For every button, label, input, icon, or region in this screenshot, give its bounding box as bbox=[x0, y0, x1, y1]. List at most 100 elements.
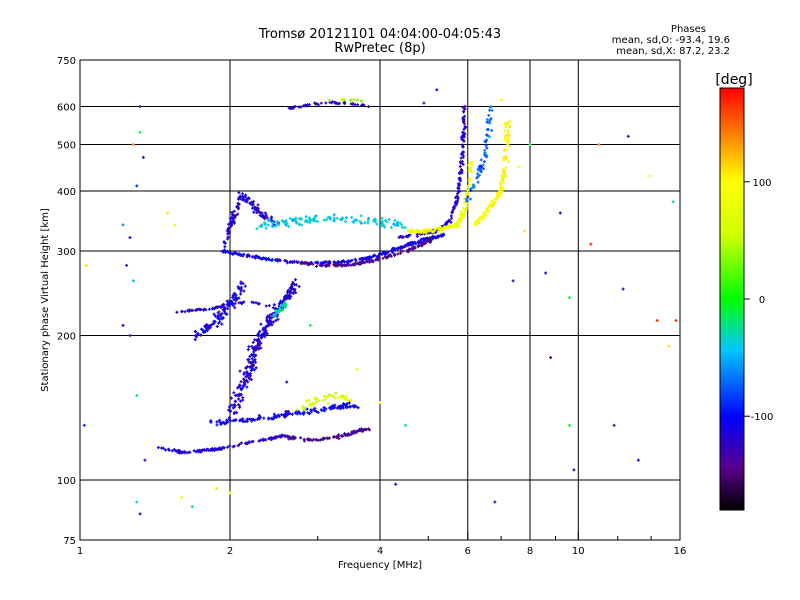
data-point bbox=[425, 239, 429, 243]
data-point bbox=[429, 228, 433, 232]
data-point bbox=[183, 451, 187, 455]
data-point bbox=[231, 445, 235, 449]
data-point bbox=[352, 429, 356, 433]
data-point bbox=[341, 259, 345, 263]
data-point bbox=[260, 257, 264, 261]
data-point bbox=[507, 144, 511, 148]
data-point bbox=[222, 248, 226, 252]
data-point bbox=[286, 294, 290, 298]
data-point bbox=[274, 415, 278, 419]
data-point bbox=[309, 261, 313, 265]
data-point bbox=[228, 226, 232, 230]
data-point bbox=[393, 222, 397, 226]
data-point bbox=[241, 398, 245, 402]
data-point bbox=[475, 222, 479, 226]
data-point bbox=[468, 176, 472, 180]
data-point bbox=[503, 168, 507, 172]
data-point bbox=[223, 307, 227, 311]
data-point bbox=[230, 223, 234, 227]
data-point bbox=[166, 211, 170, 215]
data-point bbox=[258, 415, 262, 419]
data-point bbox=[325, 218, 329, 222]
data-point bbox=[218, 320, 222, 324]
data-point bbox=[220, 249, 224, 253]
data-point bbox=[246, 380, 250, 384]
data-point bbox=[271, 320, 275, 324]
y-tick-label: 75 bbox=[63, 536, 76, 547]
data-point bbox=[242, 371, 246, 375]
data-point bbox=[476, 172, 480, 176]
data-point bbox=[456, 195, 460, 199]
data-point bbox=[343, 102, 347, 106]
data-point bbox=[231, 293, 235, 297]
x-tick-label: 2 bbox=[227, 546, 233, 557]
data-point bbox=[284, 410, 288, 414]
data-point bbox=[452, 224, 456, 228]
data-point bbox=[292, 260, 296, 264]
data-point bbox=[293, 217, 297, 221]
data-point bbox=[667, 344, 671, 348]
data-point bbox=[225, 229, 229, 233]
data-point bbox=[256, 341, 260, 345]
data-point bbox=[188, 450, 192, 454]
data-point bbox=[274, 309, 278, 313]
data-point bbox=[226, 307, 230, 311]
data-point bbox=[404, 235, 408, 239]
data-point bbox=[278, 310, 282, 314]
data-point bbox=[262, 256, 266, 260]
data-point bbox=[454, 203, 458, 207]
data-point bbox=[231, 252, 235, 256]
data-point bbox=[308, 404, 312, 408]
data-point bbox=[423, 241, 427, 245]
data-point bbox=[648, 174, 652, 178]
data-point bbox=[468, 183, 472, 187]
data-point bbox=[517, 164, 521, 168]
data-point bbox=[485, 209, 489, 213]
data-point bbox=[287, 411, 291, 415]
data-point bbox=[478, 164, 482, 168]
data-point bbox=[215, 420, 219, 424]
data-point bbox=[481, 163, 485, 167]
data-point bbox=[285, 380, 289, 384]
data-point bbox=[313, 219, 317, 223]
data-point bbox=[237, 296, 241, 300]
data-point bbox=[324, 397, 328, 401]
data-point bbox=[193, 338, 197, 342]
colorbar-ticks: 100 0 -100 bbox=[744, 178, 773, 423]
data-point bbox=[478, 173, 482, 177]
data-point bbox=[121, 223, 125, 227]
data-point bbox=[143, 458, 147, 462]
data-point bbox=[264, 258, 268, 262]
data-point bbox=[270, 215, 274, 219]
data-point bbox=[341, 403, 345, 407]
data-point bbox=[198, 308, 202, 312]
data-point bbox=[487, 120, 491, 124]
data-point bbox=[299, 436, 303, 440]
data-point bbox=[450, 223, 454, 227]
data-point bbox=[489, 117, 493, 121]
data-point bbox=[336, 396, 340, 400]
data-point bbox=[315, 220, 319, 224]
data-point bbox=[422, 231, 426, 235]
data-point bbox=[270, 257, 274, 261]
data-point bbox=[411, 228, 415, 232]
data-point bbox=[209, 448, 213, 452]
data-point bbox=[506, 123, 510, 127]
data-point bbox=[483, 139, 487, 143]
data-point bbox=[331, 406, 335, 410]
data-point bbox=[135, 394, 139, 398]
data-point bbox=[407, 247, 411, 251]
data-point bbox=[256, 203, 260, 207]
data-point bbox=[389, 225, 393, 229]
data-point bbox=[237, 202, 241, 206]
data-point bbox=[425, 228, 429, 232]
data-point bbox=[315, 102, 319, 106]
data-point bbox=[244, 366, 248, 370]
data-point bbox=[290, 282, 294, 286]
data-point bbox=[335, 216, 339, 220]
data-point bbox=[277, 302, 281, 306]
data-point bbox=[173, 223, 177, 227]
data-point bbox=[488, 108, 492, 112]
phase-stats-title: Phases bbox=[670, 24, 706, 35]
data-point bbox=[302, 408, 306, 412]
